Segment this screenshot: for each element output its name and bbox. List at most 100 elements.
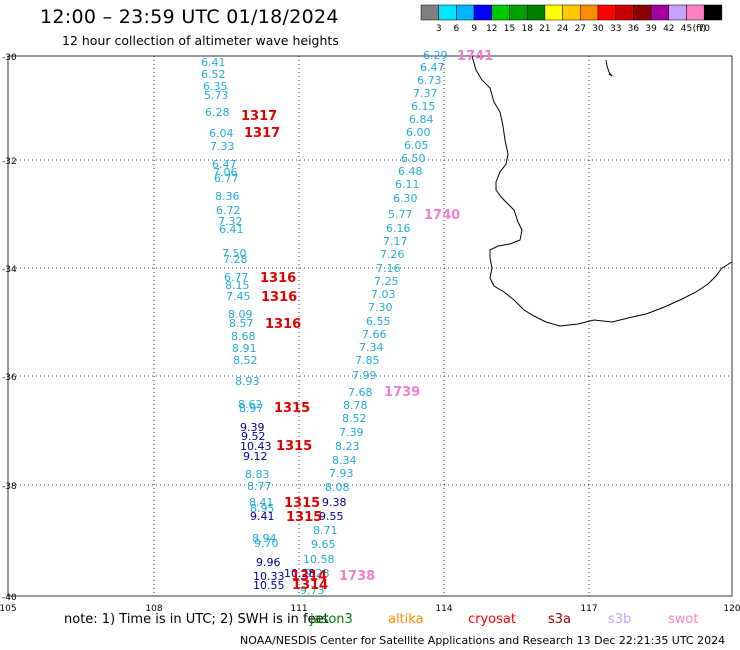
pass-number-label: 1739: [384, 385, 420, 400]
swh-value-high: 9.55: [319, 510, 344, 523]
pass-number-label: 1316: [261, 290, 297, 305]
swh-value-jason: 6.48: [398, 165, 423, 178]
swh-value-high: 10.55: [253, 579, 285, 592]
swh-value-jason: 9.70: [254, 537, 279, 550]
color-scale-label: 30: [592, 24, 604, 34]
lon-label: 105: [0, 604, 17, 614]
swh-value-high: 9.39: [240, 421, 265, 434]
color-scale-label: 15: [504, 24, 515, 34]
color-scale-label: 45: [681, 24, 692, 34]
color-scale-label: 70: [698, 24, 710, 34]
satellite-legend-item: s3a: [548, 612, 572, 627]
pass-number-label: 1316: [260, 271, 296, 286]
swh-value-jason: 7.28: [223, 253, 248, 266]
color-scale-swatch: [420, 4, 439, 21]
color-scale-label: 9: [471, 24, 477, 34]
swh-value-jason: 8.52: [233, 354, 258, 367]
swh-value-jason: 7.99: [352, 369, 377, 382]
map-frame: [7, 55, 733, 597]
pass-number-label: 1740: [424, 208, 460, 223]
lon-label: 114: [435, 604, 452, 614]
pass-number-label: 1314: [292, 578, 328, 593]
swh-value-jason: 7.25: [374, 275, 399, 288]
swh-value-jason: 9.65: [311, 538, 336, 551]
note-text: note: 1) Time is in UTC; 2) SWH is in fe…: [64, 612, 329, 627]
swh-value-jason: 8.08: [325, 481, 350, 494]
satellite-legend-item: cryosat: [468, 612, 516, 627]
swh-value-jason: 7.17: [383, 235, 408, 248]
swh-value-jason: 6.00: [406, 126, 431, 139]
swh-value-jason: 6.05: [404, 139, 429, 152]
swh-value-jason: 7.16: [376, 262, 401, 275]
swh-value-jason: 8.52: [342, 412, 367, 425]
swh-value-jason: 7.32: [218, 215, 243, 228]
lon-label: 117: [580, 604, 597, 614]
swh-value-jason: 9.73: [300, 584, 325, 597]
swh-value-jason: 7.33: [210, 140, 235, 153]
color-scale-swatch: [562, 4, 581, 21]
lat-label: -34: [2, 265, 17, 275]
swh-value-jason: 8.57: [229, 317, 254, 330]
swh-value-jason: 7.06: [213, 166, 238, 179]
color-scale-label: 12: [486, 24, 497, 34]
color-scale-swatch: [580, 4, 599, 21]
color-scale-swatch: [703, 4, 723, 21]
swh-value-jason: 8.97: [239, 402, 264, 415]
swh-value-jason: 7.37: [413, 87, 438, 100]
swh-value-jason: 7.68: [348, 386, 373, 399]
swh-value-high: 10.43: [240, 440, 272, 453]
swh-value-jason: 6.30: [393, 192, 418, 205]
swh-value-jason: 8.71: [313, 524, 338, 537]
swh-value-jason: 7.93: [329, 467, 354, 480]
swh-value-jason: 6.11: [395, 178, 420, 191]
swh-value-jason: 8.34: [332, 454, 357, 467]
color-scale-swatch: [473, 4, 493, 21]
satellite-legend-item: swot: [668, 612, 699, 627]
swh-value-jason: 8.36: [215, 190, 240, 203]
lon-label: 120: [723, 604, 740, 614]
swh-value-jason: 7.30: [368, 301, 393, 314]
lat-label: -36: [2, 373, 17, 383]
color-scale-label: 27: [575, 24, 586, 34]
color-scale-unit: (ft): [693, 24, 707, 34]
lat-label: -40: [2, 593, 17, 603]
map-subtitle: 12 hour collection of altimeter wave hei…: [62, 33, 339, 48]
coastline: [471, 55, 733, 327]
swh-value-jason: 6.47: [212, 158, 237, 171]
color-scale-swatch: [438, 4, 457, 21]
swh-value-jason: 6.50: [401, 152, 426, 165]
swh-value-jason: 8.23: [335, 440, 360, 453]
swh-value-jason: 7.50: [222, 247, 247, 260]
swh-value-jason: 8.95: [250, 502, 275, 515]
lon-label: 111: [290, 604, 307, 614]
pass-number-label: 1317: [241, 109, 277, 124]
swh-value-jason: 6.15: [411, 100, 436, 113]
swh-value-high: 10.28: [284, 567, 316, 580]
swh-value-jason: 6.29: [423, 49, 448, 62]
swh-value-high: 9.52: [241, 430, 266, 443]
swh-value-jason: 8.09: [228, 308, 253, 321]
swh-value-jason: 7.03: [371, 288, 396, 301]
color-scale-label: 21: [539, 24, 550, 34]
lon-label: 108: [145, 604, 162, 614]
swh-value-jason: 8.83: [245, 468, 270, 481]
swh-value-jason: 8.94: [252, 532, 277, 545]
color-scale-swatch: [544, 4, 563, 21]
swh-value-jason: 6.72: [216, 204, 241, 217]
color-scale-label: 39: [645, 24, 657, 34]
swh-value-jason: 6.35: [203, 80, 228, 93]
footer-credit: NOAA/NESDIS Center for Satellite Applica…: [240, 634, 726, 647]
map-title: 12:00 – 23:59 UTC 01/18/2024: [40, 6, 339, 28]
swh-value-jason: 6.41: [219, 223, 244, 236]
swh-value-jason: 6.41: [201, 56, 226, 69]
swh-value-jason: 6.77: [224, 271, 249, 284]
color-scale-label: 3: [436, 24, 442, 34]
satellite-legend-item: altika: [388, 612, 424, 627]
pass-number-label: 1741: [457, 49, 493, 64]
swh-value-jason: 6.84: [409, 113, 434, 126]
swh-value-jason: 8.62: [238, 398, 263, 411]
swh-value-high: 10.33: [253, 570, 285, 583]
swh-value-jason: 8.77: [247, 480, 272, 493]
